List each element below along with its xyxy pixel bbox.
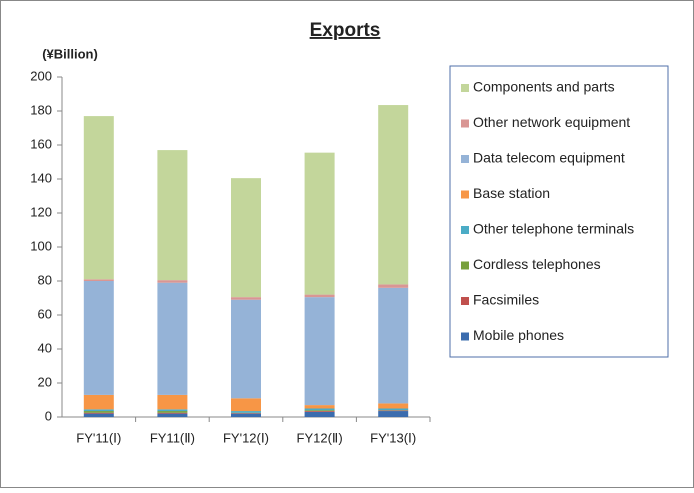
bar-segment [231,411,261,413]
bar-segment [305,412,335,417]
x-tick-label: FY'11(Ⅰ) [76,430,121,445]
legend-label: Other network equipment [473,114,630,130]
x-tick-label: FY11(Ⅱ) [150,430,195,445]
bar-segment [157,411,187,413]
y-tick-label: 20 [38,374,52,389]
legend-swatch [461,120,469,128]
legend-swatch [461,333,469,341]
y-tick-label: 80 [38,272,52,287]
bar-segment [231,414,261,417]
bar-segment [84,281,114,395]
bar-segment [378,288,408,404]
bar-segment [305,405,335,408]
legend-label: Facsimiles [473,292,539,308]
bar-segment [157,413,187,414]
x-tick-label: FY'12(Ⅰ) [223,430,269,445]
bar-segment [378,411,408,412]
legend-swatch [461,297,469,305]
legend-swatch [461,155,469,163]
bar-segment [305,410,335,411]
bar-segment [157,409,187,411]
bar-segment [157,283,187,395]
bar-segment [305,409,335,411]
bar-segment [157,414,187,417]
bar-segment [84,411,114,413]
bar-segment [84,395,114,409]
chart-title: Exports [310,20,381,41]
bar-segment [378,105,408,284]
bar-segment [157,280,187,283]
legend-label: Base station [473,185,550,201]
legend-swatch [461,84,469,92]
y-tick-label: 60 [38,306,52,321]
bar-segment [157,150,187,280]
bar-segment [84,414,114,417]
legend-label: Data telecom equipment [473,150,625,166]
bar-segment [157,395,187,409]
legend-label: Components and parts [473,79,615,95]
bar-segment [84,413,114,414]
bar-segment [305,153,335,295]
legend-label: Cordless telephones [473,256,601,272]
y-tick-label: 120 [30,204,52,219]
x-tick-label: FY'13(Ⅰ) [370,430,416,445]
bar-segment [84,279,114,281]
bar-segment [378,411,408,417]
bar-segment [305,297,335,405]
bar-segment [305,411,335,412]
bar-segment [231,413,261,414]
y-axis-label: (¥Billion) [42,46,98,61]
bar-segment [378,409,408,411]
bar-segment [231,297,261,300]
y-tick-label: 0 [45,408,52,423]
x-tick-label: FY12(Ⅱ) [297,430,343,445]
y-tick-label: 100 [30,238,52,253]
legend-label: Other telephone terminals [473,221,634,237]
legend-swatch [461,191,469,199]
legend-swatch [461,226,469,234]
legend-label: Mobile phones [473,327,564,343]
bar-segment [231,300,261,399]
legend-box [450,66,668,357]
y-tick-label: 40 [38,340,52,355]
y-tick-label: 160 [30,136,52,151]
bar-segment [84,409,114,411]
bar-segment [84,116,114,279]
y-tick-label: 180 [30,102,52,117]
bar-segment [378,403,408,408]
bar-segment [305,295,335,298]
bar-segment [231,398,261,411]
legend-swatch [461,262,469,270]
y-tick-label: 140 [30,170,52,185]
bar-segment [231,178,261,297]
bar-segment [378,284,408,287]
y-tick-label: 200 [30,68,52,83]
